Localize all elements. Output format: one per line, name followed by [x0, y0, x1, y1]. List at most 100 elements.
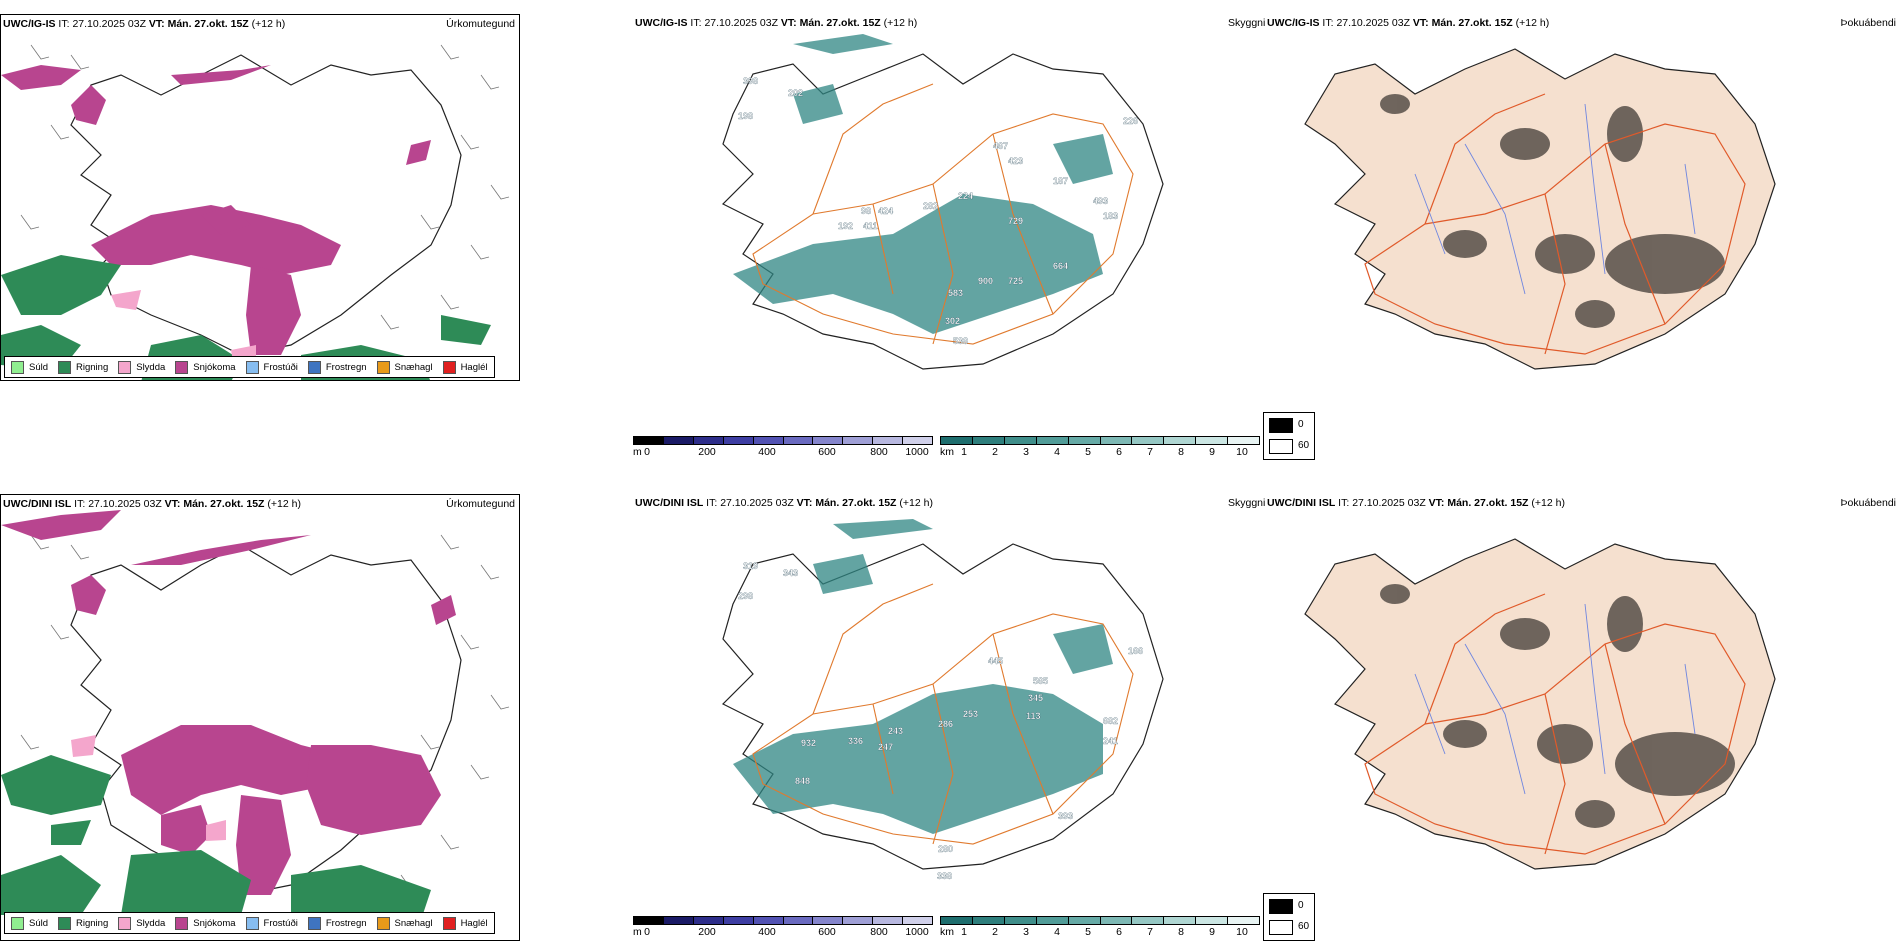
iceland-land	[1304, 538, 1776, 870]
cloud-number: 682	[1103, 716, 1118, 726]
legend-item: Frostregn	[307, 916, 367, 930]
cloud-base-panel-top: 398 202 198 467 423 282 224 98 424 411 1…	[633, 14, 1303, 381]
colorbar-tick: 4	[1054, 446, 1060, 458]
colorbar-tick: 8	[1178, 926, 1184, 938]
fog-shading	[1380, 584, 1735, 828]
fog-legend-bottom: 0 60	[1263, 893, 1315, 941]
colorbar-unit: km	[940, 926, 954, 938]
cloud-number: 729	[1008, 216, 1023, 226]
cloud-number: 192	[838, 221, 853, 231]
fog-label: Þokuábendi	[1840, 17, 1896, 29]
colorbar-tick: 2	[992, 446, 998, 458]
colorbar-tick: 800	[870, 446, 888, 458]
colorbar-tick: 3	[1023, 926, 1029, 938]
cloud-number: 282	[923, 201, 938, 211]
river-network	[1414, 603, 1696, 795]
colorbar-unit: km	[940, 446, 954, 458]
cloud-number: 183	[1103, 211, 1118, 221]
cloud-number: 345	[1028, 693, 1043, 703]
cloud-number: 393	[1058, 811, 1073, 821]
fog-map-bottom	[1304, 538, 1776, 870]
colorbar-tick: 200	[698, 446, 716, 458]
cloud-number: 583	[948, 288, 963, 298]
cloud-number: 336	[848, 736, 863, 746]
sleet-areas	[71, 735, 226, 841]
legend-item: Rigning	[58, 360, 108, 374]
cloud-number: 247	[878, 742, 893, 752]
colorbar-tick: 800	[870, 926, 888, 938]
precip-type-panel-bottom: UWC/DINI ISL IT: 27.10.2025 03Z VT: Mán.…	[0, 494, 520, 941]
legend-item: Snæhagl	[376, 360, 433, 374]
cloud-number: 411	[863, 221, 878, 231]
colorbar-tick: 7	[1147, 926, 1153, 938]
cloud-base-panel-bottom: 319 343 298 445 565 345 253 286 113 243 …	[633, 494, 1303, 914]
legend-item: Frostúði	[245, 916, 298, 930]
legend-item: Rigning	[58, 916, 108, 930]
cloud-label: Skyggni	[1228, 17, 1266, 29]
cloud-number: 202	[788, 88, 803, 98]
colorbar-tick: 10	[1236, 446, 1248, 458]
colorbar-tick: 0	[644, 446, 650, 458]
legend-item: Slydda	[118, 360, 165, 374]
panel-title-bottom-precip: UWC/DINI ISL IT: 27.10.2025 03Z VT: Mán.…	[3, 498, 301, 510]
fog-label: Þokuábendi	[1840, 497, 1896, 509]
fog-legend-value: 60	[1298, 440, 1310, 451]
colorbar-tick: 1	[961, 926, 967, 938]
precip-type-legend: Súld Rigning Slydda Snjókoma Frostúði Fr…	[4, 356, 495, 378]
cloud-number: 280	[938, 844, 953, 854]
colorbar-tick: 600	[818, 446, 836, 458]
cloud-number: 198	[738, 111, 753, 121]
colorbar-tick: 1000	[905, 446, 929, 458]
panel-title-top-precip: UWC/IG-IS IT: 27.10.2025 03Z VT: Mán. 27…	[3, 18, 286, 30]
cloud-number: 538	[953, 336, 968, 346]
road-network	[752, 583, 1134, 845]
colorbar-tick: 3	[1023, 446, 1029, 458]
cloud-number: 664	[1053, 261, 1068, 271]
cloud-number: 166	[1128, 646, 1143, 656]
legend-item: Súld	[11, 916, 48, 930]
colorbar-unit: m	[633, 446, 642, 458]
precip-type-label: Úrkomutegund	[446, 498, 515, 510]
legend-item: Snæhagl	[376, 916, 433, 930]
colorbar-tick: 10	[1236, 926, 1248, 938]
cloud-number: 445	[988, 656, 1003, 666]
legend-item: Haglél	[442, 360, 488, 374]
colorbar-tick: 400	[758, 446, 776, 458]
visibility-colorbar-top: km 1 2 3 4 5 6 7 8 9 10	[940, 436, 1260, 459]
cloud-number: 932	[801, 738, 816, 748]
precip-type-legend: Súld Rigning Slydda Snjókoma Frostúði Fr…	[4, 912, 495, 934]
cloud-number: 226	[1123, 116, 1138, 126]
colorbar-tick: 7	[1147, 446, 1153, 458]
legend-item: Frostúði	[245, 360, 298, 374]
road-network	[1364, 593, 1746, 855]
colorbar-tick: 600	[818, 926, 836, 938]
rain-areas	[1, 755, 431, 920]
cloud-number: 338	[937, 871, 952, 881]
cloud-number: 113	[1026, 711, 1041, 721]
cloud-number: 725	[1008, 276, 1023, 286]
fog-legend-value: 60	[1298, 921, 1310, 932]
low-visibility-areas	[733, 519, 1113, 834]
colorbar-tick: 2	[992, 926, 998, 938]
cloud-number: 286	[938, 719, 953, 729]
cloud-number: 423	[1008, 156, 1023, 166]
cloud-number: 398	[743, 76, 758, 86]
visibility-colorbar-bottom: km 1 2 3 4 5 6 7 8 9 10	[940, 916, 1260, 939]
road-network	[1364, 93, 1746, 355]
colorbar-swatches	[940, 916, 1260, 925]
iceland-outline	[70, 54, 462, 356]
colorbar-unit: m	[633, 926, 642, 938]
colorbar-tick: 6	[1116, 446, 1122, 458]
panel-title-top-cloud: UWC/IG-IS IT: 27.10.2025 03Z VT: Mán. 27…	[635, 17, 918, 29]
cloud-number: 224	[958, 191, 973, 201]
fog-legend-top: 0 60	[1263, 412, 1315, 460]
colorbar-tick: 9	[1209, 446, 1215, 458]
snow-areas	[1, 65, 431, 355]
cloud-base-map-bottom: 319 343 298 445 565 345 253 286 113 243 …	[721, 519, 1164, 881]
cloud-base-colorbar-bottom: m 0 200 400 600 800 1000	[633, 916, 933, 939]
fog-map-top	[1304, 48, 1776, 370]
cloud-label: Skyggni	[1228, 497, 1266, 509]
legend-item: Slydda	[118, 916, 165, 930]
cloud-base-numbers: 319 343 298 445 565 345 253 286 113 243 …	[738, 561, 1143, 881]
cloud-number: 343	[783, 568, 798, 578]
